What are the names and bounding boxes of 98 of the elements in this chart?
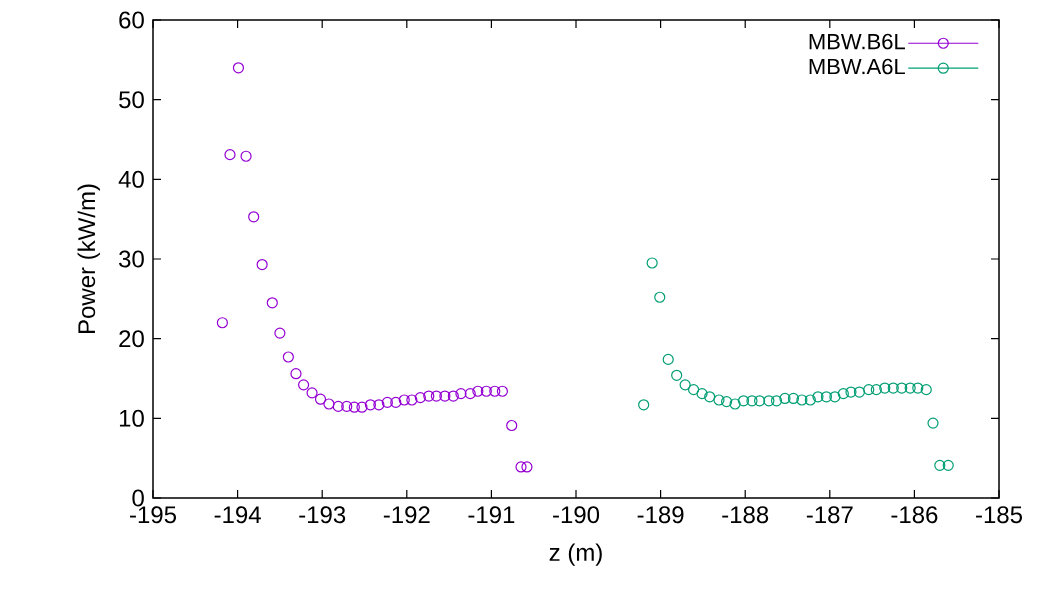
point bbox=[314, 393, 327, 405]
point bbox=[912, 382, 924, 394]
point bbox=[406, 394, 418, 406]
x-tick-label: -188 bbox=[722, 506, 769, 524]
x-tick-label: -190 bbox=[553, 506, 600, 524]
x-tick-label: -189 bbox=[637, 506, 684, 524]
y-axis-title: Power (kW/m) bbox=[77, 184, 100, 334]
point bbox=[787, 392, 800, 405]
point bbox=[390, 396, 402, 408]
point bbox=[696, 388, 708, 400]
point bbox=[506, 419, 518, 432]
point bbox=[439, 390, 451, 402]
point bbox=[232, 62, 245, 74]
point bbox=[430, 390, 443, 402]
point bbox=[779, 392, 791, 405]
point bbox=[480, 385, 492, 397]
x-tick-label: -195 bbox=[130, 506, 177, 524]
point bbox=[942, 459, 954, 471]
legend-label: MBW.B6L bbox=[809, 33, 905, 50]
point bbox=[662, 353, 674, 365]
point bbox=[713, 394, 725, 406]
point bbox=[887, 382, 899, 394]
point bbox=[224, 149, 236, 161]
point bbox=[688, 384, 700, 396]
point bbox=[398, 394, 410, 406]
point bbox=[679, 379, 691, 391]
point bbox=[796, 394, 808, 406]
point bbox=[934, 459, 946, 471]
point bbox=[464, 388, 476, 400]
point bbox=[216, 317, 228, 329]
point bbox=[332, 400, 344, 412]
point bbox=[297, 379, 310, 391]
point bbox=[496, 385, 508, 397]
point bbox=[729, 398, 741, 410]
point bbox=[753, 395, 766, 407]
point bbox=[290, 368, 302, 380]
point bbox=[323, 398, 335, 410]
x-tick-label: -191 bbox=[468, 506, 515, 524]
point bbox=[904, 382, 916, 394]
point bbox=[423, 390, 435, 402]
point bbox=[381, 396, 393, 408]
x-tick-label: -185 bbox=[976, 506, 1023, 524]
point bbox=[341, 400, 353, 412]
point bbox=[348, 401, 360, 413]
x-tick-label: -192 bbox=[383, 506, 430, 524]
y-tick-label: 60 bbox=[119, 11, 144, 29]
point bbox=[521, 461, 533, 473]
y-tick-label: 10 bbox=[119, 409, 144, 427]
y-tick-label: 20 bbox=[119, 330, 144, 348]
legend-label: MBW.A6L bbox=[809, 58, 905, 75]
point bbox=[820, 391, 833, 403]
point bbox=[704, 391, 716, 403]
point bbox=[870, 384, 882, 396]
point bbox=[770, 395, 783, 407]
point bbox=[373, 399, 385, 411]
point bbox=[845, 386, 857, 398]
y-tick-label: 30 bbox=[119, 250, 144, 268]
point bbox=[646, 257, 658, 269]
point bbox=[489, 385, 501, 397]
point bbox=[414, 392, 426, 404]
point bbox=[654, 291, 666, 303]
point bbox=[274, 327, 286, 339]
point bbox=[248, 211, 260, 223]
point bbox=[812, 391, 824, 403]
point bbox=[515, 461, 527, 473]
point bbox=[853, 386, 866, 398]
point bbox=[356, 401, 368, 413]
y-tick-label: 0 bbox=[132, 489, 144, 507]
point bbox=[879, 382, 891, 394]
x-axis-title: z (m) bbox=[549, 543, 602, 566]
point bbox=[737, 395, 750, 407]
point bbox=[364, 399, 377, 411]
point bbox=[240, 150, 252, 162]
point bbox=[829, 391, 841, 403]
point bbox=[896, 382, 908, 394]
point bbox=[638, 399, 650, 411]
point bbox=[837, 388, 849, 400]
x-tick-label: -194 bbox=[214, 506, 261, 524]
point bbox=[447, 390, 459, 402]
y-tick-label: 40 bbox=[118, 170, 144, 188]
point bbox=[746, 395, 758, 407]
point bbox=[472, 385, 484, 397]
point bbox=[306, 387, 318, 399]
y-tick-label: 50 bbox=[119, 91, 144, 109]
point bbox=[671, 369, 683, 381]
point bbox=[920, 384, 932, 396]
x-tick-label: -186 bbox=[891, 506, 938, 524]
point bbox=[763, 395, 775, 407]
point bbox=[720, 396, 733, 408]
point bbox=[282, 351, 294, 363]
x-tick-label: -193 bbox=[299, 506, 346, 524]
point bbox=[804, 394, 816, 406]
point bbox=[863, 384, 875, 396]
point bbox=[266, 297, 278, 309]
point bbox=[927, 417, 939, 429]
point bbox=[256, 258, 268, 271]
point bbox=[455, 388, 467, 400]
x-tick-label: -187 bbox=[806, 506, 853, 524]
